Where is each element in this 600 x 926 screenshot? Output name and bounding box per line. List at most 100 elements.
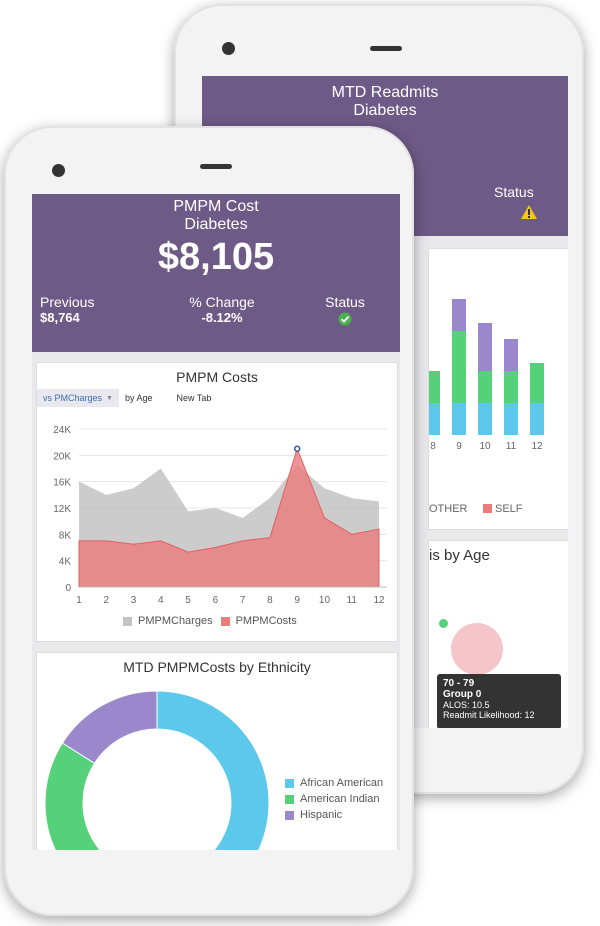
tooltip-group: Group 0	[443, 689, 482, 700]
slice-hispanic[interactable]	[61, 690, 158, 765]
area-legend: PMPMCharges PMPMCosts	[123, 615, 297, 627]
x-tick-label: 8	[430, 441, 436, 452]
peak-marker[interactable]	[293, 445, 301, 452]
bar-african-american	[530, 403, 544, 435]
bar-american-indian	[426, 371, 440, 403]
bar-african-american	[478, 403, 492, 435]
back-bar-chart: 8 9 10 11 12	[426, 299, 544, 452]
bar-african-american	[504, 403, 518, 435]
front-kpi-panel: PMPM Cost Diabetes $8,105 Previous $8,76…	[32, 194, 400, 352]
legend-other: OTHER	[429, 503, 468, 515]
change-block: % Change -8.12%	[172, 294, 272, 325]
y-tick-label: 20K	[53, 451, 71, 462]
warning-icon	[521, 205, 537, 219]
chevron-down-icon: ▼	[106, 394, 113, 402]
ethnicity-card: MTD PMPMCosts by Ethnicity African Ameri…	[36, 652, 398, 850]
legend-african-american: African American	[300, 777, 384, 789]
series-area-pmpmcosts	[78, 447, 380, 588]
donut-chart-title: MTD PMPMCosts by Ethnicity	[123, 659, 311, 675]
charges-swatch	[123, 617, 132, 626]
x-tick-label: 1	[76, 595, 82, 606]
bar-american-indian	[452, 331, 466, 403]
change-label: % Change	[189, 294, 255, 310]
slice-african-american[interactable]	[156, 690, 270, 850]
previous-block: Previous $8,764	[40, 294, 94, 325]
hispanic-swatch	[285, 810, 294, 820]
legend-american-indian: American Indian	[300, 793, 380, 805]
x-tick-label: 7	[240, 595, 246, 606]
previous-value: $8,764	[40, 310, 80, 325]
costs-swatch	[220, 617, 230, 626]
area-chart-title: PMPM Costs	[176, 369, 258, 385]
tab-vs-pmcharges[interactable]: vs PMCharges ▼	[37, 389, 119, 407]
y-tick-label: 8K	[59, 530, 72, 541]
x-tick-label: 9	[456, 441, 462, 452]
legend-item-african-american: African American	[285, 777, 383, 789]
y-tick-label: 4K	[59, 557, 72, 568]
pmpm-costs-card: PMPM Costs vs PMCharges ▼ by Age New Tab…	[36, 362, 398, 642]
x-tick-label: 5	[185, 595, 191, 606]
donut-legend: African American American Indian Hispani…	[285, 777, 383, 825]
speaker-icon	[370, 46, 402, 51]
camera-icon	[52, 164, 65, 177]
bar-american-indian	[504, 371, 518, 403]
x-tick-label: 10	[479, 441, 491, 452]
x-tick-label: 8	[267, 595, 273, 606]
speaker-icon	[200, 164, 232, 169]
previous-label: Previous	[40, 294, 95, 310]
x-tick-label: 9	[294, 595, 300, 606]
bubble-small	[439, 619, 448, 628]
tab-by-age[interactable]: by Age	[124, 393, 153, 403]
legend-costs: PMPMCosts	[235, 615, 297, 627]
bubble-tooltip: 70 - 79 Group 0 ALOS: 10.5 Readmit Likel…	[437, 674, 561, 728]
chart-tabs: vs PMCharges ▼ by Age New Tab	[37, 389, 397, 407]
x-tick-label: 3	[131, 595, 137, 606]
front-phone: PMPM Cost Diabetes $8,105 Previous $8,76…	[4, 126, 414, 916]
back-bubble-title: is by Age	[429, 547, 490, 564]
front-screen: PMPM Cost Diabetes $8,105 Previous $8,76…	[32, 194, 400, 850]
x-tick-label: 12	[531, 441, 543, 452]
front-kpi-value: $8,105	[157, 236, 275, 278]
legend-hispanic: Hispanic	[300, 809, 343, 821]
african-american-swatch	[285, 778, 294, 788]
front-kpi-title-line1: PMPM Cost	[173, 198, 259, 215]
front-kpi-title-line2: Diabetes	[184, 216, 248, 233]
x-tick-label: 11	[506, 441, 517, 452]
x-tick-label: 6	[213, 595, 219, 606]
x-tick-label: 4	[158, 595, 164, 606]
x-tick-label: 12	[373, 595, 385, 606]
back-status-label: Status	[494, 184, 534, 200]
bar-hispanic	[478, 323, 492, 371]
self-swatch	[483, 504, 492, 513]
x-tick-label: 10	[319, 595, 331, 606]
status-block: Status	[320, 294, 370, 331]
x-tick-label: 2	[103, 595, 109, 606]
slice-american-indian[interactable]	[44, 742, 157, 850]
camera-icon	[222, 42, 235, 55]
donut-chart	[44, 690, 270, 850]
bar-american-indian	[478, 371, 492, 403]
back-bar-chart-card: 8 9 10 11 12 OTHER SELF	[426, 248, 568, 530]
bar-hispanic	[504, 339, 518, 371]
tab-vs-pmcharges-label: vs PMCharges	[43, 393, 103, 403]
status-label: Status	[325, 294, 365, 310]
american-indian-swatch	[285, 794, 294, 804]
bar-american-indian	[530, 363, 544, 403]
bubble-large	[451, 623, 503, 675]
legend-self: SELF	[495, 503, 523, 515]
legend-item-hispanic: Hispanic	[285, 809, 383, 821]
bar-hispanic	[452, 299, 466, 331]
y-tick-label: 24K	[53, 425, 71, 436]
tooltip-alos: ALOS: 10.5	[443, 700, 490, 710]
bar-african-american	[452, 403, 466, 435]
change-value: -8.12%	[201, 310, 243, 325]
y-tick-label: 12K	[53, 504, 71, 515]
check-circle-icon	[338, 312, 352, 326]
tooltip-likelihood: Readmit Likelihood: 12	[443, 710, 535, 720]
legend-item-american-indian: American Indian	[285, 793, 383, 805]
back-kpi-title-line2: Diabetes	[353, 102, 417, 119]
tab-new-tab[interactable]: New Tab	[176, 393, 212, 403]
x-tick-label: 11	[347, 595, 358, 606]
back-kpi-title-line1: MTD Readmits	[331, 84, 439, 101]
